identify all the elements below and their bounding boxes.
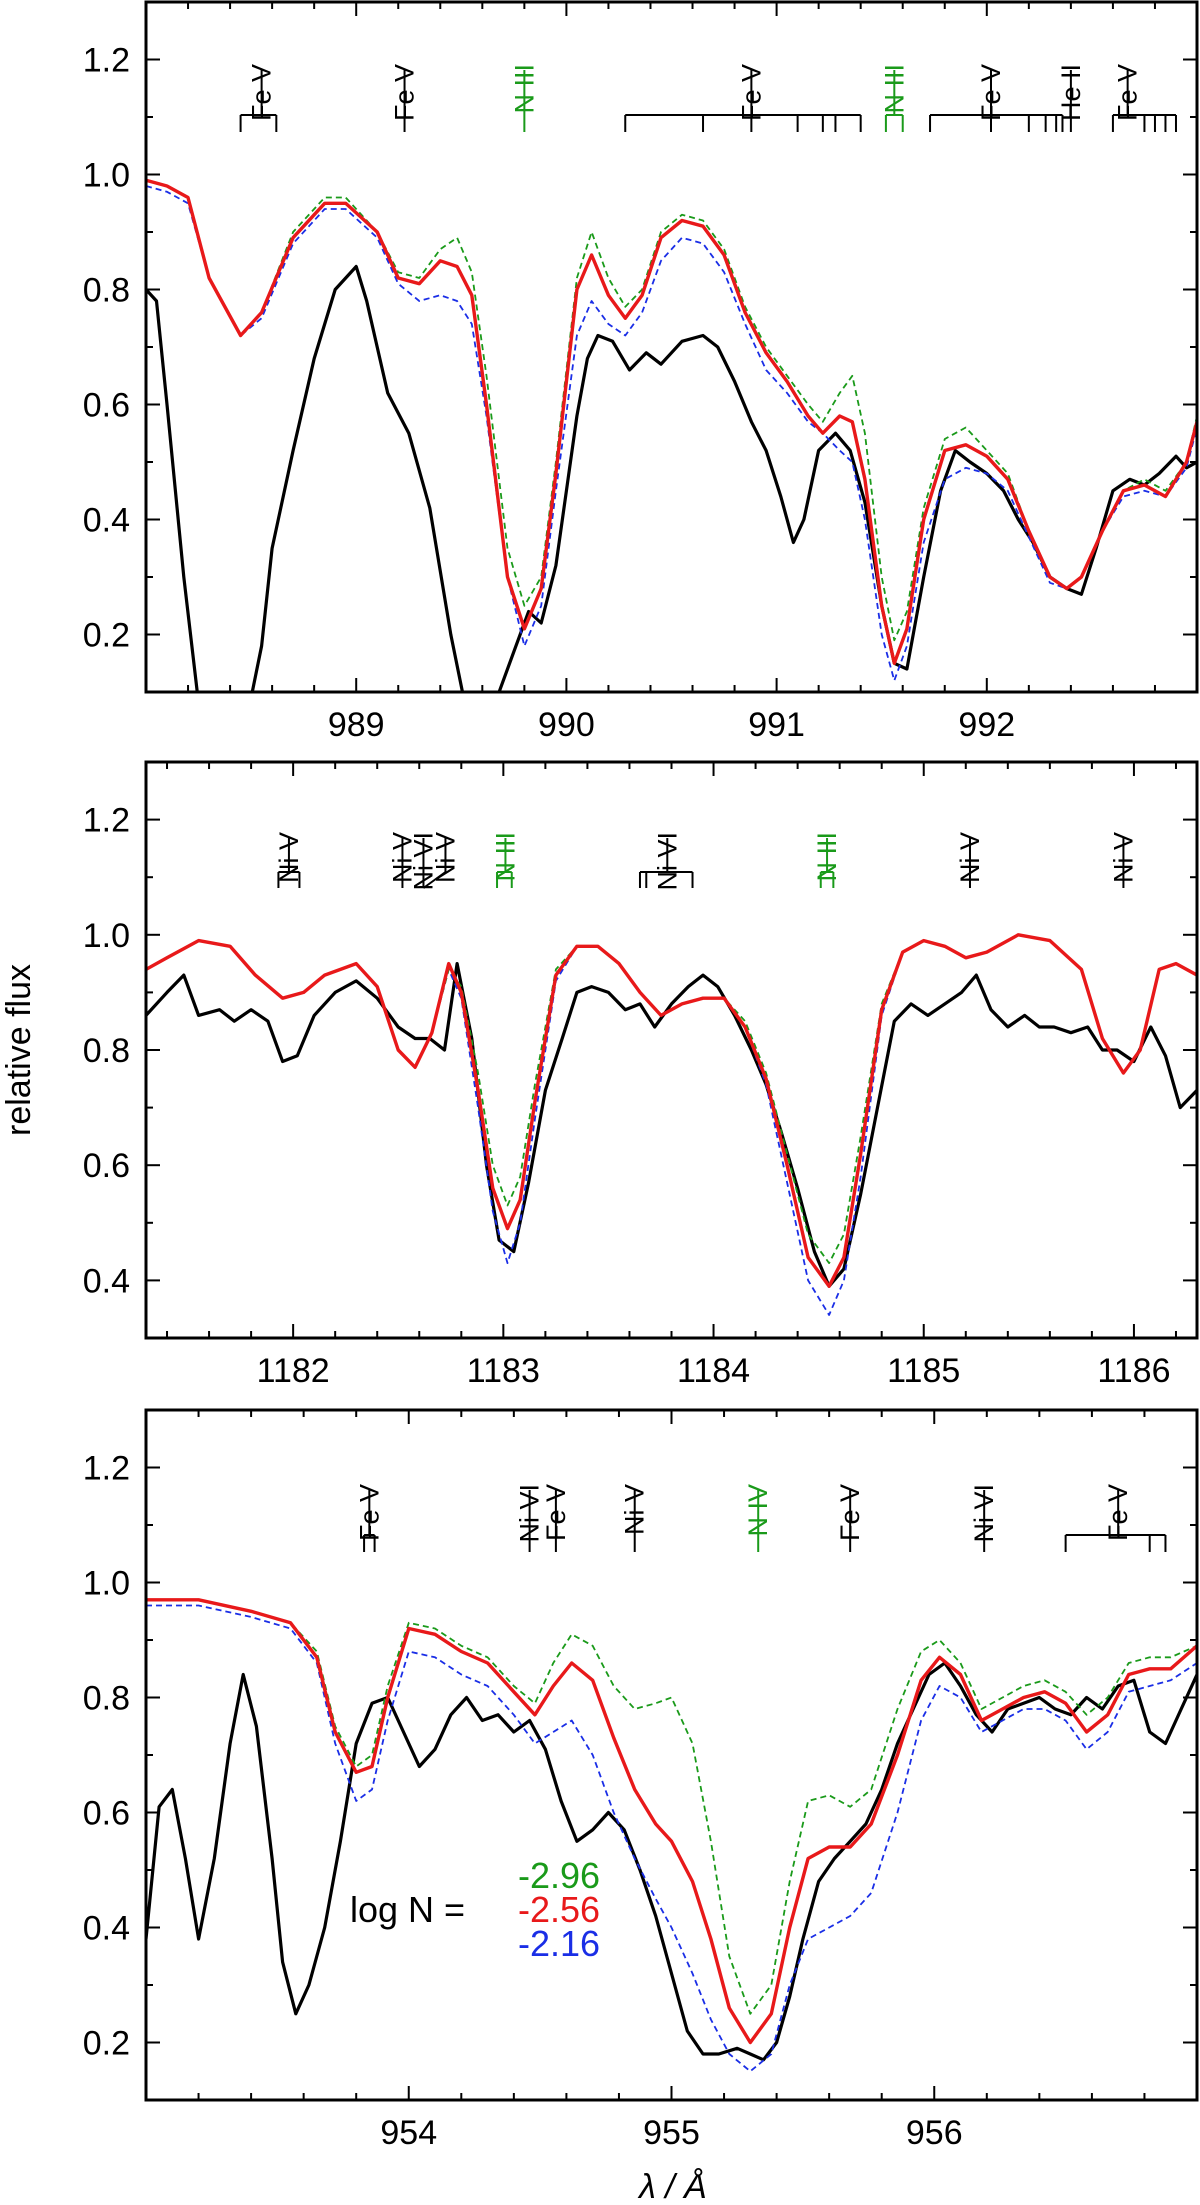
- series-line-log-n-2-56: [146, 1598, 1197, 2045]
- legend-value-high: -2.16: [518, 1923, 600, 1964]
- line-id-ni-vi: Ni VI: [969, 1484, 999, 1552]
- line-id-ni-v: Ni V: [620, 1484, 650, 1552]
- y-tick-label: 1.2: [83, 802, 130, 840]
- legend-value-mid: -2.56: [518, 1889, 600, 1930]
- line-id-ni-v: Ni V: [1108, 832, 1138, 888]
- line-id-fe-v: Fe V: [929, 64, 1064, 132]
- series-line-log-n-2-96: [146, 933, 1197, 1264]
- series-line-log-n-2-56: [146, 178, 1197, 665]
- y-tick-label: 0.4: [83, 502, 130, 540]
- y-tick-label: 1.2: [83, 1450, 130, 1488]
- plot-frame: [144, 0, 1199, 694]
- line-id-ni-vi: Ni VI: [515, 1484, 545, 1552]
- y-axis-title: relative flux: [0, 964, 38, 1136]
- series-line-log-n-2-16: [146, 1604, 1197, 2073]
- y-tick-label: 0.4: [83, 1910, 130, 1948]
- y-tick-label: 0.2: [83, 617, 130, 655]
- x-tick-label: 1185: [887, 1352, 960, 1390]
- x-tick-label: 1186: [1097, 1352, 1170, 1390]
- line-id-n-iii: N III: [490, 832, 520, 888]
- x-tick-label: 990: [538, 706, 595, 744]
- y-tick-label: 0.8: [83, 272, 130, 310]
- line-id-fe-v: Fe V: [390, 64, 420, 132]
- series-line-observation: [146, 1661, 1197, 2062]
- line-id-n-iii: N III: [879, 64, 909, 132]
- line-id-ni-v: Ni V: [422, 832, 460, 889]
- series-line-log-n-2-16: [146, 185, 1197, 682]
- y-tick-label: 1.0: [83, 1565, 130, 1603]
- series-group: [146, 933, 1197, 1316]
- x-tick-label: 1182: [257, 1352, 330, 1390]
- line-id-ni-vi: Ni VI: [638, 832, 694, 891]
- line-id-fe-v: Fe V: [624, 64, 862, 132]
- series-line-observation: [146, 264, 1197, 692]
- y-tick-label: 1.2: [83, 42, 130, 80]
- y-tick-label: 1.0: [83, 157, 130, 195]
- y-tick-label: 0.4: [83, 1262, 130, 1300]
- x-tick-label: 992: [958, 706, 1015, 744]
- line-id-ni-v: Ni V: [274, 832, 304, 888]
- line-id-fe-v: Fe V: [541, 1484, 571, 1552]
- line-id-fe-v: Fe V: [1111, 64, 1177, 132]
- line-id-n-iii: N III: [812, 832, 842, 888]
- x-axis-title: λ / Å: [637, 2168, 707, 2205]
- y-tick-label: 0.6: [83, 1147, 130, 1185]
- line-id-n-iii: N III: [509, 64, 539, 132]
- y-tick-label: 0.8: [83, 1680, 130, 1718]
- line-id-fe-v: Fe V: [835, 1484, 865, 1552]
- line-id-fe-v: Fe V: [239, 64, 278, 132]
- x-tick-label: 954: [380, 2114, 437, 2152]
- x-tick-label: 989: [328, 706, 385, 744]
- series-group: [146, 178, 1197, 692]
- y-tick-label: 0.6: [83, 387, 130, 425]
- line-id-fe-v: Fe V: [1064, 1484, 1167, 1552]
- x-tick-label: 1184: [677, 1352, 750, 1390]
- series-group: [146, 1598, 1197, 2073]
- line-id-ni-v: Ni V: [387, 832, 417, 888]
- series-line-log-n-2-56: [146, 933, 1197, 1288]
- line-id-he-ii: He II: [1056, 64, 1086, 132]
- x-tick-label: 956: [906, 2114, 963, 2152]
- ion-stem-connector: [422, 871, 447, 889]
- series-line-log-n-2-96: [146, 1598, 1197, 2015]
- legend: log N = -2.96 -2.56 -2.16: [350, 1855, 600, 1964]
- x-tick-label: 991: [748, 706, 805, 744]
- y-tick-label: 0.6: [83, 1795, 130, 1833]
- legend-prefix: log N =: [350, 1889, 465, 1930]
- y-tick-label: 0.2: [83, 2025, 130, 2063]
- line-id-fe-v: Fe V: [354, 1484, 384, 1552]
- x-tick-label: 1183: [467, 1352, 540, 1390]
- line-id-ni-v: Ni V: [955, 832, 985, 888]
- series-line-observation: [146, 962, 1197, 1288]
- x-tick-label: 955: [643, 2114, 700, 2152]
- series-line-log-n-2-96: [146, 179, 1197, 642]
- line-id-n-iv: N IV: [743, 1484, 773, 1552]
- legend-value-low: -2.96: [518, 1855, 600, 1896]
- y-tick-label: 0.8: [83, 1032, 130, 1070]
- y-tick-label: 1.0: [83, 917, 130, 955]
